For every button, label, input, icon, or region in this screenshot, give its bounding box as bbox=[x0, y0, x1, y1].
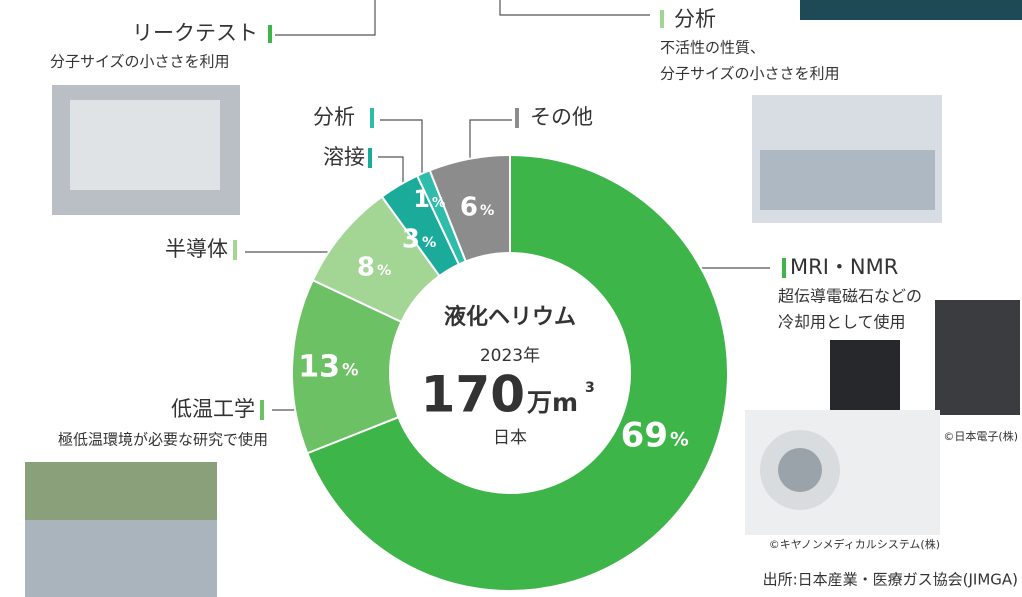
legend-marker bbox=[370, 108, 374, 128]
note: 冷却用として使用 bbox=[778, 313, 906, 332]
photo-detail bbox=[25, 520, 217, 597]
legend-marker bbox=[660, 10, 664, 28]
center-unit-sup: 3 bbox=[585, 380, 595, 396]
leader-line bbox=[500, 0, 650, 15]
credit: ©キヤノンメディカルシステム(株) bbox=[769, 537, 940, 551]
value-label: 8 bbox=[357, 253, 375, 283]
center-region: 日本 bbox=[493, 428, 527, 448]
category-label: MRI・NMR bbox=[790, 255, 898, 279]
label: 分析 bbox=[674, 7, 716, 31]
photo-detail bbox=[760, 150, 935, 210]
center-title: 液化ヘリウム bbox=[444, 304, 576, 330]
legend-marker bbox=[233, 240, 237, 260]
label: リークテスト bbox=[132, 21, 258, 45]
value-label: 6 bbox=[460, 193, 478, 223]
value-unit: % bbox=[432, 196, 445, 211]
legend-marker bbox=[260, 400, 264, 420]
chart: リークテスト 分子サイズの小ささを利用 分析 不活性の性質、 分子サイズの小ささ… bbox=[0, 0, 1022, 597]
legend-marker bbox=[782, 258, 786, 278]
leader-line bbox=[470, 120, 512, 160]
value-unit: % bbox=[377, 263, 391, 279]
value-label: 69 bbox=[621, 416, 668, 456]
category-label: その他 bbox=[530, 105, 593, 129]
photo-detail bbox=[778, 448, 822, 492]
leader-line bbox=[380, 120, 422, 184]
value-label: 3 bbox=[402, 225, 420, 255]
value-unit: % bbox=[670, 430, 689, 451]
photo-detail bbox=[70, 100, 220, 190]
category-label: 低温工学 bbox=[171, 397, 255, 421]
note: 分子サイズの小ささを利用 bbox=[660, 65, 840, 83]
center-year: 2023年 bbox=[480, 346, 540, 366]
value-unit: % bbox=[422, 235, 436, 251]
note: 不活性の性質、 bbox=[660, 39, 765, 57]
value-unit: % bbox=[480, 203, 494, 219]
legend-marker bbox=[268, 25, 272, 43]
photo bbox=[935, 300, 1020, 415]
note: 分子サイズの小ささを利用 bbox=[50, 53, 230, 71]
note: 極低温環境が必要な研究で使用 bbox=[58, 431, 268, 449]
leader-line bbox=[275, 0, 375, 35]
category-label: 半導体 bbox=[165, 237, 228, 261]
category-label: 分析 bbox=[313, 105, 355, 129]
legend-marker bbox=[368, 148, 372, 168]
legend-marker bbox=[515, 108, 519, 128]
note: 超伝導電磁石などの bbox=[778, 287, 922, 306]
photo bbox=[800, 0, 1022, 20]
value-label: 1 bbox=[413, 185, 430, 213]
center-total: 170 bbox=[421, 366, 525, 424]
value-unit: % bbox=[342, 361, 359, 380]
credit: ©日本電子(株) bbox=[943, 429, 1018, 443]
category-label: 溶接 bbox=[323, 145, 365, 169]
value-label: 13 bbox=[298, 350, 340, 385]
center-unit: 万m bbox=[527, 388, 578, 417]
source: 出所:日本産業・医療ガス協会(JIMGA) bbox=[763, 571, 1018, 589]
